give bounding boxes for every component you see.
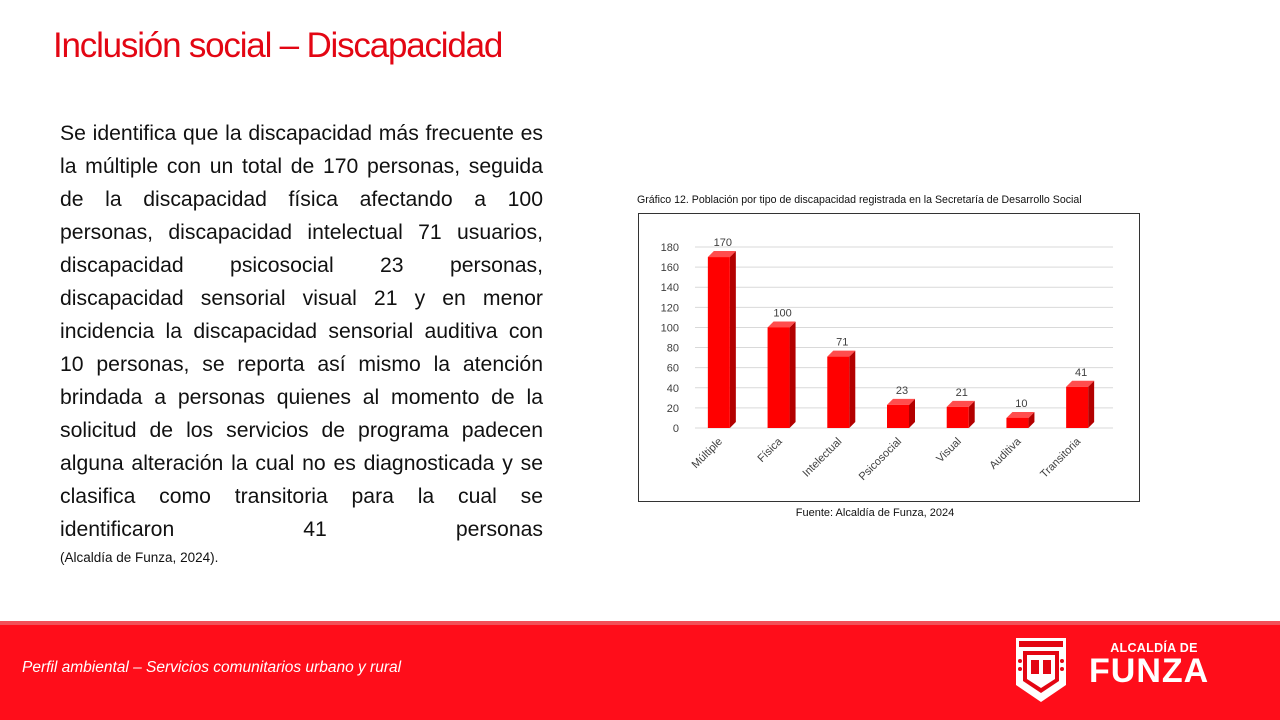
y-tick-label: 160: [661, 262, 679, 274]
bar-top: [1066, 380, 1095, 387]
data-label: 10: [1015, 398, 1027, 410]
bar-side: [789, 321, 796, 428]
bar-chart: 0 20 40 60 80 100 120 140 160 180 170 Múltiple 100 Fí…: [661, 237, 1113, 483]
bar-side: [1028, 411, 1035, 428]
x-tick-label: Intelectual: [800, 436, 844, 480]
data-label: 41: [1075, 367, 1087, 379]
y-tick-label: 100: [661, 322, 679, 334]
bar: [887, 404, 909, 428]
data-label: 71: [836, 337, 848, 349]
slide-title: Inclusión social – Discapacidad: [53, 26, 503, 65]
x-tick-label: Psicosocial: [857, 436, 904, 483]
data-label: 23: [896, 385, 908, 397]
bar: [827, 356, 850, 428]
x-tick-label: Visual: [934, 436, 964, 466]
chart-source: Fuente: Alcaldía de Funza, 2024: [795, 507, 955, 519]
y-tick-label: 60: [667, 363, 679, 375]
logo-text-big: FUNZA: [1089, 652, 1210, 690]
bar-side: [849, 350, 856, 428]
bar-side: [909, 398, 915, 428]
citation: (Alcaldía de Funza, 2024).: [60, 550, 219, 565]
x-tick-label: Auditiva: [987, 435, 1024, 472]
chart-frame: 0 20 40 60 80 100 120 140 160 180 170 Múltiple 100 Fí…: [638, 213, 1140, 502]
x-tick-label: Física: [755, 435, 785, 465]
logo-text-small: ALCALDÍA DE: [1110, 641, 1198, 655]
y-tick-label: 180: [661, 242, 679, 254]
bar-top: [946, 400, 975, 407]
bar-top: [827, 350, 856, 357]
data-label: 21: [956, 387, 968, 399]
bar: [707, 257, 730, 428]
funza-shield-icon: [1016, 638, 1066, 702]
footer-band: [0, 621, 1280, 720]
y-tick-label: 80: [667, 343, 679, 355]
bar-top: [887, 398, 915, 405]
bar-side: [968, 400, 975, 428]
y-tick-label: 0: [673, 423, 679, 435]
bar-top: [707, 251, 736, 258]
y-tick-label: 20: [667, 403, 679, 415]
x-tick-label: Transitoria: [1038, 435, 1084, 481]
x-tick-label: Múltiple: [690, 436, 725, 471]
bar-top: [767, 321, 796, 328]
body-paragraph: Se identifica que la discapacidad más fr…: [60, 117, 543, 567]
bar: [946, 406, 969, 428]
bar-top: [1006, 411, 1035, 418]
bar-side: [1088, 380, 1095, 428]
bar: [1006, 417, 1029, 428]
data-label: 170: [714, 237, 732, 249]
bar: [1066, 386, 1089, 428]
y-tick-label: 140: [661, 282, 679, 294]
paragraph-text: Se identifica que la discapacidad más fr…: [60, 122, 543, 541]
y-tick-label: 120: [661, 302, 679, 314]
bar: [767, 327, 790, 428]
data-label: 100: [773, 307, 791, 319]
footer-text: Perfil ambiental – Servicios comunitario…: [22, 659, 402, 676]
chart-caption: Gráfico 12. Población por tipo de discap…: [637, 194, 1082, 206]
y-tick-label: 40: [667, 383, 679, 395]
bar-side: [729, 251, 736, 428]
